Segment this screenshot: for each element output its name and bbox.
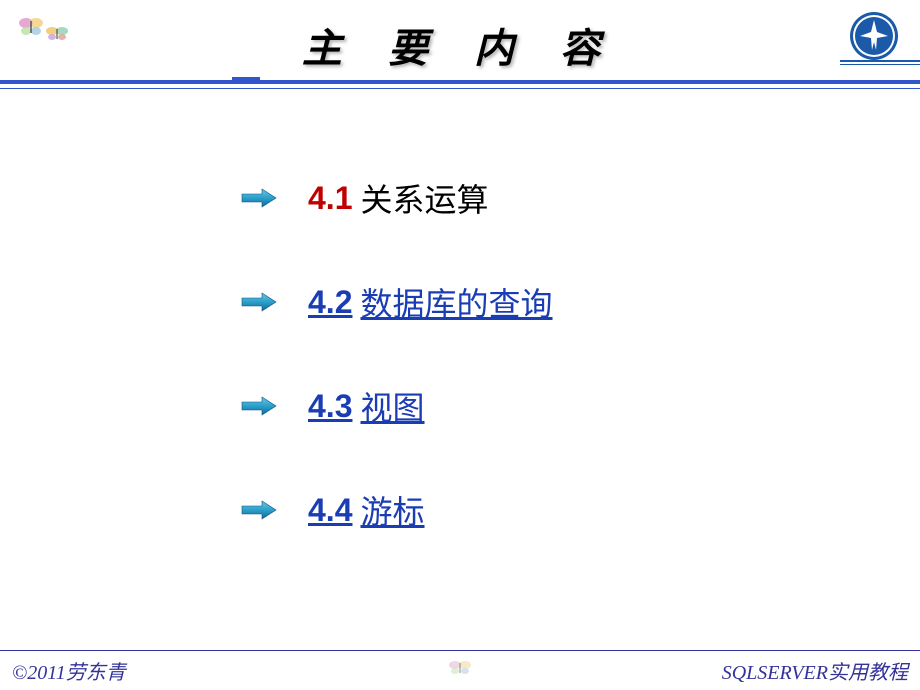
- slide-footer: ©2011劳东青 SQLSERVER实用教程: [0, 650, 920, 690]
- toc-text: 视图: [360, 383, 424, 429]
- arrow-right-icon: [240, 187, 278, 209]
- divider-thick: [0, 80, 920, 84]
- toc-item-link[interactable]: 4.2 数据库的查询: [240, 279, 553, 325]
- toc-number: 4.4: [308, 492, 352, 529]
- toc-item-current: 4.1 关系运算: [240, 175, 553, 221]
- arrow-right-icon: [240, 291, 278, 313]
- header-underline-2: [840, 64, 920, 65]
- toc-number: 4.1: [308, 180, 352, 217]
- slide-header: 主 要 内 容: [0, 0, 920, 90]
- toc-text: 数据库的查询: [360, 279, 552, 325]
- butterfly-decoration-icon: [8, 5, 78, 60]
- toc-number: 4.2: [308, 284, 352, 321]
- copyright-text: ©2011劳东青: [12, 656, 126, 685]
- table-of-contents: 4.1 关系运算 4.2 数据库的查询 4.3 视图 4.4 游标: [240, 175, 553, 591]
- toc-text: 关系运算: [360, 175, 488, 221]
- toc-text: 游标: [360, 487, 424, 533]
- arrow-right-icon: [240, 499, 278, 521]
- toc-item-link[interactable]: 4.3 视图: [240, 383, 553, 429]
- toc-item-link[interactable]: 4.4 游标: [240, 487, 553, 533]
- arrow-right-icon: [240, 395, 278, 417]
- course-name: SQLSERVER实用教程: [722, 656, 908, 685]
- airplane-icon: [848, 10, 900, 67]
- butterfly-small-icon: [445, 655, 475, 686]
- divider-thin: [0, 88, 920, 89]
- slide-title: 主 要 内 容: [0, 10, 920, 74]
- header-underline-1: [840, 60, 920, 62]
- toc-number: 4.3: [308, 388, 352, 425]
